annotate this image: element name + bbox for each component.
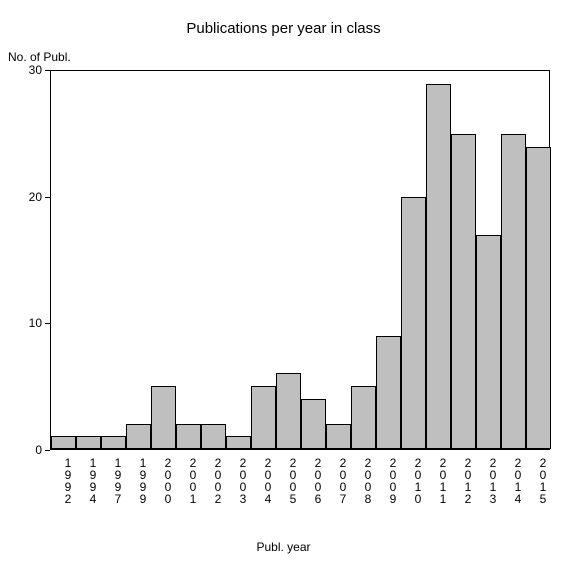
bar (101, 436, 126, 449)
bar (351, 386, 376, 449)
y-axis-label: No. of Publ. (8, 50, 71, 64)
bar (376, 336, 401, 449)
y-tick-label: 20 (2, 190, 42, 204)
x-tick-label: 1994 (75, 456, 100, 504)
y-tick-mark (45, 197, 50, 198)
bar (226, 436, 251, 449)
y-tick-mark (45, 450, 50, 451)
x-tick-label: 2009 (375, 456, 400, 504)
bar (301, 399, 326, 449)
plot-area (50, 70, 550, 450)
bar (501, 134, 526, 449)
x-tick-label: 2011 (425, 456, 450, 504)
x-tick-label: 1997 (100, 456, 125, 504)
bar (426, 84, 451, 449)
y-tick-mark (45, 70, 50, 71)
chart-container: Publications per year in class No. of Pu… (0, 0, 567, 567)
x-tick-label: 2013 (475, 456, 500, 504)
bar (326, 424, 351, 449)
y-tick-label: 10 (2, 316, 42, 330)
x-tick-label: 1999 (125, 456, 150, 504)
y-tick-label: 0 (2, 443, 42, 457)
bar (126, 424, 151, 449)
x-tick-label: 2006 (300, 456, 325, 504)
x-tick-label: 2010 (400, 456, 425, 504)
x-tick-label: 2012 (450, 456, 475, 504)
x-tick-label: 2002 (200, 456, 225, 504)
x-tick-label: 2014 (500, 456, 525, 504)
x-tick-label: 2008 (350, 456, 375, 504)
x-tick-label: 2004 (250, 456, 275, 504)
x-tick-label: 2005 (275, 456, 300, 504)
x-tick-label: 2003 (225, 456, 250, 504)
bar (176, 424, 201, 449)
bar (51, 436, 76, 449)
bar (76, 436, 101, 449)
chart-title: Publications per year in class (0, 20, 567, 37)
bar (401, 197, 426, 449)
bar (151, 386, 176, 449)
y-tick-label: 30 (2, 63, 42, 77)
bar (251, 386, 276, 449)
bar (526, 147, 551, 449)
bar (276, 373, 301, 449)
x-axis-label: Publ. year (0, 540, 567, 554)
bar (451, 134, 476, 449)
x-tick-label: 2001 (175, 456, 200, 504)
x-tick-label: 2000 (150, 456, 175, 504)
x-tick-label: 1992 (50, 456, 75, 504)
bar (201, 424, 226, 449)
x-tick-label: 2015 (525, 456, 550, 504)
y-tick-mark (45, 323, 50, 324)
bar (476, 235, 501, 449)
x-tick-label: 2007 (325, 456, 350, 504)
